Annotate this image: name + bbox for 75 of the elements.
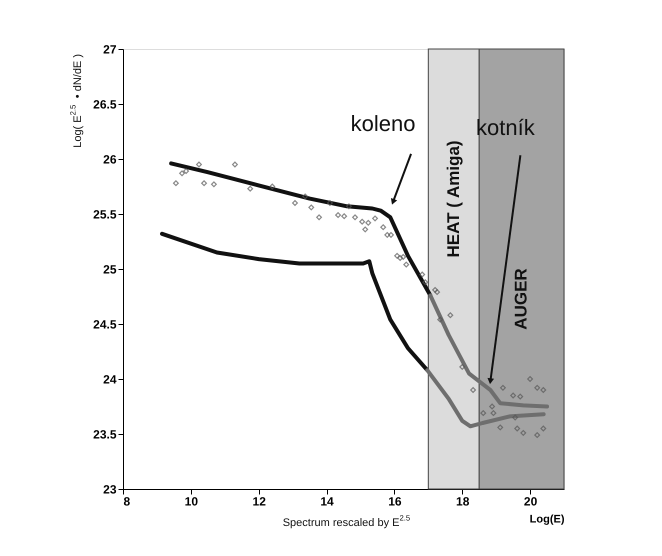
x-tick-label: 8: [124, 494, 130, 508]
point: [232, 162, 238, 168]
point: [500, 384, 506, 391]
point: [520, 430, 526, 436]
point: [459, 364, 466, 370]
x-tick-label: 12: [252, 494, 266, 508]
y-tick-label: 25.5: [93, 208, 117, 222]
x-tick-label: 10: [184, 494, 198, 508]
point: [470, 387, 476, 393]
point: [419, 272, 426, 278]
y-tick-label: 27: [103, 42, 117, 56]
point: [512, 414, 518, 420]
band-label: HEAT ( Amiga): [444, 140, 463, 258]
point: [394, 252, 400, 259]
x-tick-label: 16: [388, 494, 402, 508]
point: [434, 289, 440, 296]
x-axis-title: Log(E): [530, 514, 565, 526]
point: [489, 404, 496, 410]
point: [201, 180, 208, 186]
y-tick-label: 24: [103, 372, 117, 386]
annotation: koleno: [350, 110, 416, 136]
point: [335, 212, 342, 218]
y-tick-label: 23: [103, 482, 117, 496]
line-series: [160, 232, 430, 372]
point: [326, 200, 333, 206]
x-tick-label: 18: [456, 494, 470, 508]
point: [302, 193, 308, 200]
y-tick-label: 26.5: [93, 98, 117, 112]
y-tick-label: 24.5: [93, 318, 117, 332]
y-tick-label: 26: [103, 152, 117, 166]
point: [341, 213, 348, 220]
point: [183, 168, 190, 174]
point: [534, 384, 540, 391]
point: [510, 392, 516, 398]
point: [397, 255, 404, 261]
point: [432, 286, 438, 293]
point: [422, 279, 428, 286]
point: [384, 232, 390, 238]
point: [380, 224, 386, 230]
point: [359, 218, 366, 225]
point: [346, 203, 352, 210]
point: [480, 410, 486, 416]
point: [308, 204, 314, 210]
point: [514, 426, 520, 432]
point: [292, 200, 298, 206]
point: [179, 170, 185, 176]
y-tick-label: 23.5: [93, 428, 117, 442]
point: [437, 316, 444, 323]
point: [540, 387, 546, 393]
point: [527, 376, 534, 382]
point: [534, 432, 540, 438]
point: [388, 232, 394, 238]
point: [352, 214, 358, 220]
point: [365, 220, 372, 226]
point: [316, 214, 322, 220]
point: [172, 180, 179, 186]
point: [540, 426, 546, 432]
x-tick-label: 20: [524, 494, 538, 508]
point: [269, 184, 276, 190]
band-label: AUGER: [512, 268, 531, 330]
y-tick-label: 25: [103, 262, 117, 276]
point: [196, 162, 202, 168]
x-tick-label: 14: [320, 494, 334, 508]
point: [490, 410, 496, 416]
point: [403, 262, 410, 268]
point: [497, 424, 504, 430]
point: [447, 312, 454, 318]
line-series: [425, 368, 546, 428]
point: [372, 215, 378, 222]
point: [517, 394, 524, 400]
point: [247, 186, 254, 192]
point: [210, 181, 217, 188]
point: [362, 226, 368, 232]
line-series: [169, 161, 432, 298]
point: [400, 254, 406, 260]
